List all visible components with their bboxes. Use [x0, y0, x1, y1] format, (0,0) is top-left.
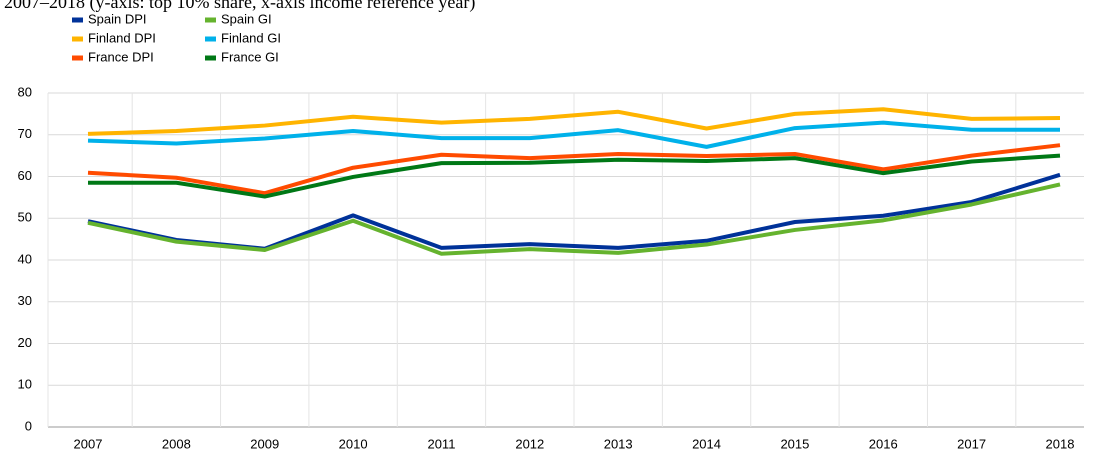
legend-swatch	[205, 55, 216, 61]
y-tick-label: 10	[18, 377, 32, 392]
y-tick-label: 60	[18, 168, 32, 183]
series-line	[87, 120, 1060, 149]
legend-swatch	[72, 55, 83, 61]
x-tick-label: 2009	[250, 436, 279, 451]
y-tick-label: 70	[18, 126, 32, 141]
legend-swatch	[72, 17, 83, 23]
y-tick-label: 50	[18, 210, 32, 225]
x-tick-label: 2008	[162, 436, 191, 451]
legend-label: France GI	[221, 49, 279, 64]
legend-swatch	[72, 36, 83, 42]
y-tick-label: 30	[18, 293, 32, 308]
x-tick-label: 2016	[869, 436, 898, 451]
x-tick-label: 2010	[339, 436, 368, 451]
x-tick-label: 2007	[74, 436, 103, 451]
legend-label: Finland GI	[221, 30, 281, 45]
legend-label: Finland DPI	[88, 30, 156, 45]
legend-swatch	[205, 36, 216, 42]
series-line	[87, 143, 1061, 196]
y-tick-label: 40	[18, 251, 32, 266]
x-tick-label: 2012	[515, 436, 544, 451]
legend-label: France DPI	[88, 49, 154, 64]
x-tick-label: 2013	[604, 436, 633, 451]
x-tick-label: 2018	[1046, 436, 1075, 451]
legend-label: Spain GI	[221, 11, 272, 26]
chart-subtitle: 2007–2018 (y-axis: top 10% share, x-axis…	[4, 0, 475, 13]
legend-swatch	[205, 17, 216, 23]
y-tick-label: 80	[18, 84, 32, 99]
x-tick-label: 2015	[780, 436, 809, 451]
series-line	[87, 107, 1061, 136]
legend-label: Spain DPI	[88, 11, 147, 26]
series-line	[88, 153, 1061, 199]
y-tick-label: 20	[18, 335, 32, 350]
x-tick-label: 2017	[957, 436, 986, 451]
x-tick-label: 2014	[692, 436, 721, 451]
y-tick-label: 0	[25, 418, 32, 433]
series-line	[87, 182, 1061, 256]
x-tick-label: 2011	[427, 436, 455, 451]
